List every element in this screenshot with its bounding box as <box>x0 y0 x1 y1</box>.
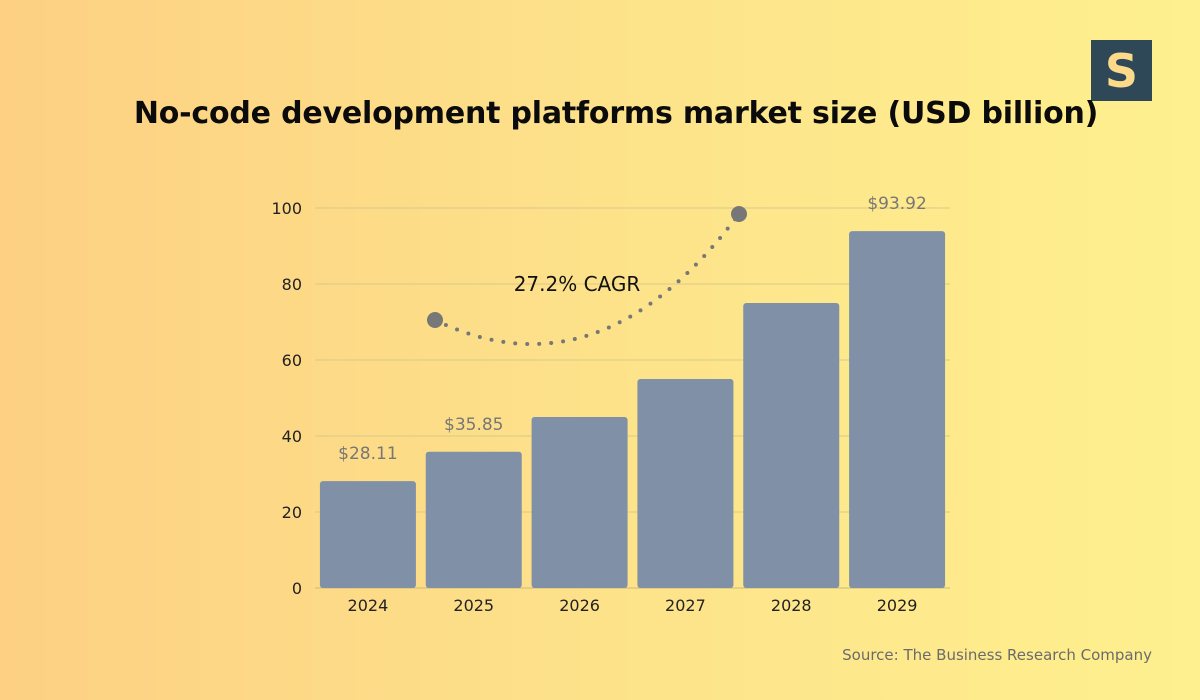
cagr-end-dot <box>731 206 747 222</box>
brand-logo: S <box>1091 40 1152 101</box>
x-tick-label: 2025 <box>453 596 494 615</box>
bar <box>319 481 416 588</box>
data-label: $28.11 <box>338 444 397 464</box>
y-tick-label: 60 <box>282 351 302 370</box>
data-label: $35.85 <box>444 415 503 435</box>
data-label: $93.92 <box>867 194 926 214</box>
x-tick-label: 2024 <box>348 596 389 615</box>
x-tick-label: 2027 <box>665 596 706 615</box>
bar <box>531 417 628 588</box>
y-tick-label: 20 <box>282 503 302 522</box>
bar <box>425 451 522 588</box>
bar <box>637 379 734 588</box>
source-note: Source: The Business Research Company <box>842 646 1152 664</box>
y-tick-label: 0 <box>292 579 302 598</box>
chart-title: No-code development platforms market siz… <box>133 96 1099 131</box>
x-tick-label: 2028 <box>771 596 812 615</box>
x-tick-label: 2029 <box>877 596 918 615</box>
cagr-start-dot <box>427 312 443 328</box>
cagr-annotation: 27.2% CAGR <box>514 272 641 296</box>
bar <box>743 303 840 588</box>
cagr-curve <box>433 212 741 347</box>
y-tick-label: 80 <box>282 275 302 294</box>
y-tick-label: 40 <box>282 427 302 446</box>
bar <box>849 231 946 588</box>
y-tick-label: 100 <box>271 199 302 218</box>
x-tick-label: 2026 <box>559 596 600 615</box>
